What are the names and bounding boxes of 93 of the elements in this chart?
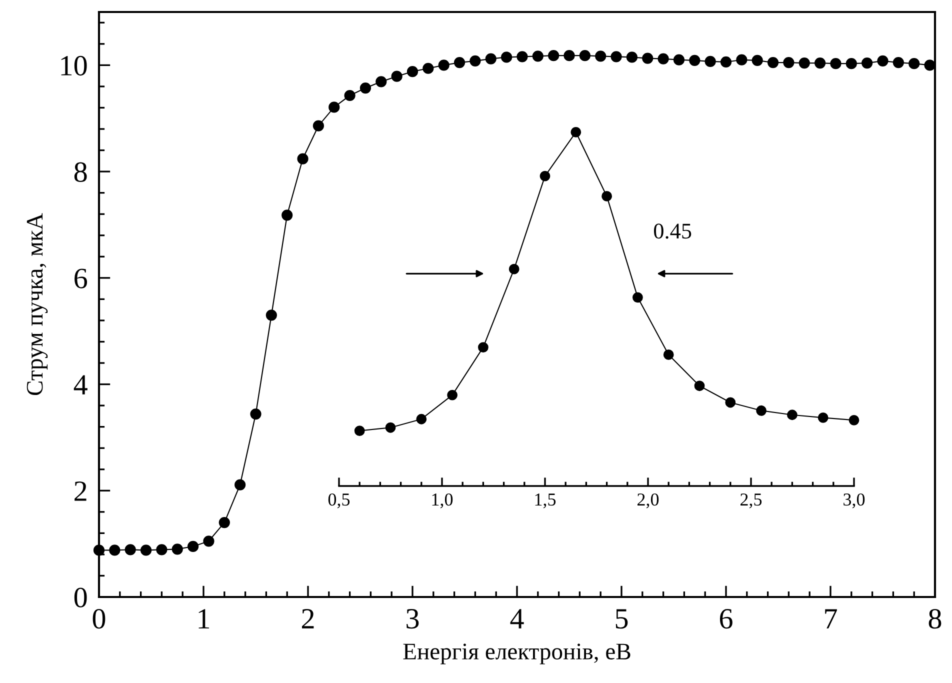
point <box>720 56 732 68</box>
point <box>187 540 199 552</box>
point <box>908 58 920 70</box>
x-tick-label: 4 <box>510 609 524 628</box>
x-tick-label: 2,0 <box>638 493 659 508</box>
point <box>642 52 654 64</box>
point <box>454 56 466 68</box>
x-tick-label: 3 <box>406 609 419 629</box>
point <box>532 50 544 62</box>
point <box>422 62 434 74</box>
point <box>798 58 810 69</box>
x-tick-label: 8 <box>928 608 942 629</box>
point <box>564 50 575 62</box>
point <box>818 412 828 423</box>
point <box>266 310 277 321</box>
point <box>470 55 481 66</box>
point <box>391 70 402 82</box>
point <box>610 51 622 62</box>
point <box>862 58 873 69</box>
point <box>328 102 340 113</box>
point <box>500 52 512 63</box>
y-tick-label: 0 <box>74 588 87 608</box>
point <box>877 55 888 66</box>
point <box>172 544 183 555</box>
point <box>540 170 550 182</box>
point <box>626 52 638 63</box>
x-tick-label: 0,5 <box>328 493 350 508</box>
y-tick-label: 10 <box>61 56 87 76</box>
x-tick-label: 1 <box>198 609 210 628</box>
point <box>203 536 214 547</box>
point <box>416 414 427 424</box>
point <box>344 90 356 102</box>
point <box>360 82 372 94</box>
point <box>663 350 674 360</box>
x-tick-label: 2,5 <box>740 494 762 508</box>
point <box>704 56 716 68</box>
point <box>312 120 324 132</box>
point <box>282 210 293 221</box>
y-tick-label: 4 <box>74 375 88 394</box>
point <box>725 397 736 408</box>
x-tick-label: 6 <box>720 609 732 629</box>
x-tick-label: 0 <box>92 608 106 629</box>
point <box>250 408 262 420</box>
x-tick-label: 5 <box>616 609 628 629</box>
point <box>297 153 308 164</box>
point <box>508 264 520 274</box>
point <box>516 51 528 62</box>
point <box>658 53 669 64</box>
point <box>767 56 779 68</box>
point <box>570 126 582 138</box>
point <box>694 380 705 392</box>
point <box>783 56 794 68</box>
x-axis-title: Енергія електронів, еВ <box>403 644 630 664</box>
point <box>140 544 152 556</box>
point <box>595 50 606 62</box>
point <box>814 58 826 69</box>
point <box>447 390 458 400</box>
point <box>756 405 767 416</box>
point <box>218 516 230 528</box>
point <box>438 60 450 71</box>
point <box>632 292 643 303</box>
y-tick-label: 6 <box>74 268 88 288</box>
point <box>752 54 763 66</box>
x-tick-label: 2 <box>302 609 314 628</box>
point <box>478 342 488 352</box>
point <box>786 410 798 420</box>
y-axis-title: Струм пучка, мкА <box>26 213 48 396</box>
point <box>376 76 387 88</box>
point <box>485 53 496 64</box>
point <box>385 422 396 433</box>
point <box>156 544 168 556</box>
y-tick-label: 8 <box>74 162 87 182</box>
point <box>579 50 590 62</box>
point <box>924 60 936 71</box>
point <box>124 544 136 556</box>
x-tick-label: 1,5 <box>535 494 556 508</box>
point <box>892 56 904 68</box>
x-tick-label: 1,0 <box>432 493 453 508</box>
point <box>109 544 120 556</box>
point <box>602 190 612 202</box>
point <box>673 54 685 66</box>
annotation: 0.45 <box>654 224 692 239</box>
point <box>848 414 860 426</box>
point <box>406 66 418 78</box>
point <box>736 54 748 66</box>
point <box>689 54 700 66</box>
point <box>830 58 842 70</box>
point <box>846 58 857 70</box>
point <box>548 50 560 62</box>
point <box>354 426 365 436</box>
x-tick-label: 3,0 <box>844 493 865 508</box>
point <box>234 479 246 490</box>
x-tick-label: 7 <box>825 609 837 628</box>
